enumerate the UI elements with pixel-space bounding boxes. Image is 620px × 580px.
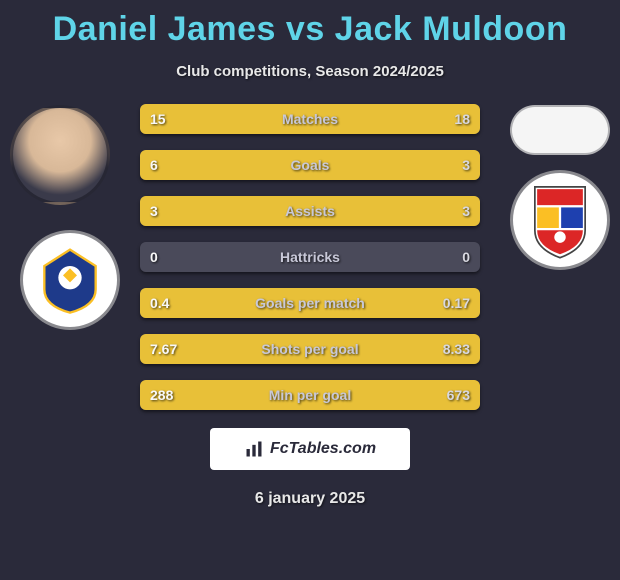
stat-label: Shots per goal [140, 334, 480, 364]
stat-value-right: 3 [462, 196, 470, 226]
player-right-avatar [510, 105, 610, 155]
club-badge-right-icon [525, 180, 595, 260]
subtitle: Club competitions, Season 2024/2025 [0, 63, 620, 80]
stat-label: Hattricks [140, 242, 480, 272]
stat-label: Goals per match [140, 288, 480, 318]
stat-value-right: 3 [462, 150, 470, 180]
brand-text: FcTables.com [270, 440, 376, 458]
stat-row: 7.67Shots per goal8.33 [140, 334, 480, 364]
stat-row: 288Min per goal673 [140, 380, 480, 410]
stat-label: Assists [140, 196, 480, 226]
stat-value-right: 8.33 [443, 334, 470, 364]
stat-label: Min per goal [140, 380, 480, 410]
stat-value-right: 673 [447, 380, 470, 410]
leeds-badge-icon [35, 245, 105, 315]
stat-row: 0Hattricks0 [140, 242, 480, 272]
footer-date: 6 january 2025 [0, 490, 620, 508]
stat-row: 6Goals3 [140, 150, 480, 180]
stat-row: 15Matches18 [140, 104, 480, 134]
stat-label: Goals [140, 150, 480, 180]
stat-value-right: 0 [462, 242, 470, 272]
compare-area: 15Matches186Goals33Assists30Hattricks00.… [0, 100, 620, 410]
chart-icon [244, 439, 264, 459]
stat-value-right: 18 [454, 104, 470, 134]
stat-rows: 15Matches186Goals33Assists30Hattricks00.… [140, 100, 480, 410]
brand-badge: FcTables.com [210, 428, 410, 470]
stat-value-right: 0.17 [443, 288, 470, 318]
player-left-club-badge [20, 230, 120, 330]
player-left-avatar [10, 105, 110, 205]
stat-row: 0.4Goals per match0.17 [140, 288, 480, 318]
player-right-club-badge [510, 170, 610, 270]
stat-label: Matches [140, 104, 480, 134]
page-title: Daniel James vs Jack Muldoon [0, 0, 620, 49]
stat-row: 3Assists3 [140, 196, 480, 226]
